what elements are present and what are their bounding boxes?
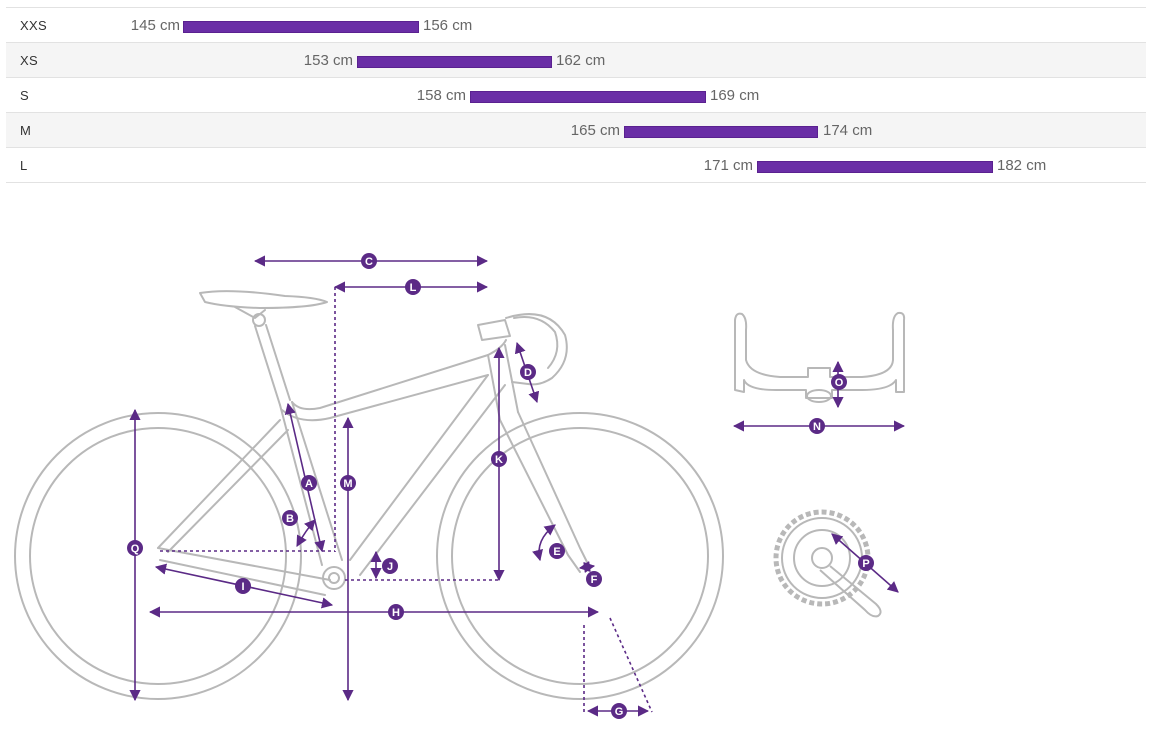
bike-frame-drawing — [14, 290, 724, 700]
range-bar — [470, 91, 706, 103]
dim-ext-g2 — [609, 617, 653, 713]
fork — [499, 411, 591, 573]
size-range-table: XXS 145 cm 156 cm XS 153 cm 162 cm S 158… — [6, 7, 1146, 183]
size-label: S — [20, 88, 29, 103]
rear-wheel-outer — [14, 412, 302, 700]
size-label: XS — [20, 53, 38, 68]
badge-l: L — [405, 279, 421, 295]
badge-a: A — [301, 475, 317, 491]
svg-text:O: O — [835, 377, 844, 389]
handlebar-front-view — [734, 311, 906, 403]
badge-i: I — [235, 578, 251, 594]
saddle-rails — [234, 306, 266, 319]
badge-o: O — [831, 374, 847, 390]
saddle — [199, 290, 328, 309]
svg-text:L: L — [410, 282, 417, 294]
range-min: 153 cm — [303, 52, 353, 69]
svg-text:I: I — [241, 581, 244, 593]
rear-wheel-inner — [29, 427, 287, 685]
range-min: 145 cm — [130, 17, 180, 34]
badge-m: M — [340, 475, 356, 491]
bike-geometry-diagram: A B C D E F G H I J K L M N O P Q — [14, 253, 906, 719]
size-row-m: M 165 cm 174 cm — [6, 113, 1146, 148]
svg-text:N: N — [813, 421, 821, 433]
stem — [477, 319, 511, 341]
range-bar — [624, 126, 818, 138]
size-row-xxs: XXS 145 cm 156 cm — [6, 8, 1146, 43]
seatpost-clamp — [252, 313, 266, 327]
badge-c: C — [361, 253, 377, 269]
badge-p: P — [858, 555, 874, 571]
svg-text:C: C — [365, 256, 373, 268]
badge-e: E — [549, 543, 565, 559]
badge-n: N — [809, 418, 825, 434]
range-min: 158 cm — [416, 87, 466, 104]
badge-q: Q — [127, 540, 143, 556]
dim-arc-b — [296, 519, 316, 547]
svg-text:J: J — [387, 561, 393, 573]
badge-d: D — [520, 364, 536, 380]
bottom-bracket-inner — [328, 572, 340, 584]
size-label: M — [20, 123, 32, 138]
bottom-bracket — [322, 566, 346, 590]
front-wheel-inner — [451, 427, 709, 685]
svg-text:Q: Q — [131, 543, 140, 555]
svg-text:G: G — [615, 706, 624, 718]
svg-text:H: H — [392, 607, 400, 619]
range-bar — [357, 56, 552, 68]
range-max: 156 cm — [423, 17, 473, 34]
svg-text:E: E — [553, 546, 560, 558]
badge-b: B — [282, 510, 298, 526]
dim-arc-e — [532, 524, 556, 562]
size-label: XXS — [20, 18, 47, 33]
size-label: L — [20, 158, 28, 173]
top-tube-lower — [281, 374, 489, 422]
badge-h: H — [388, 604, 404, 620]
seatstay — [157, 419, 289, 553]
seatpost — [254, 324, 291, 406]
svg-text:M: M — [343, 478, 352, 490]
svg-text:P: P — [862, 558, 869, 570]
size-row-l: L 171 cm 182 cm — [6, 148, 1146, 183]
handlebar-inner — [513, 316, 559, 369]
range-max: 169 cm — [710, 87, 760, 104]
svg-text:B: B — [286, 513, 294, 525]
badge-k: K — [491, 451, 507, 467]
front-wheel-outer — [436, 412, 724, 700]
size-row-s: S 158 cm 169 cm — [6, 78, 1146, 113]
down-tube — [349, 374, 506, 576]
svg-text:F: F — [591, 574, 598, 586]
range-max: 162 cm — [556, 52, 606, 69]
range-min: 171 cm — [703, 157, 753, 174]
badge-g: G — [611, 703, 627, 719]
range-min: 165 cm — [570, 122, 620, 139]
range-max: 182 cm — [997, 157, 1047, 174]
range-bar — [757, 161, 993, 173]
size-row-xs: XS 153 cm 162 cm — [6, 43, 1146, 78]
range-bar — [183, 21, 419, 33]
range-max: 174 cm — [823, 122, 873, 139]
badge-f: F — [586, 571, 602, 587]
dim-line-f — [578, 561, 596, 573]
svg-text:A: A — [305, 478, 313, 490]
svg-text:K: K — [495, 454, 503, 466]
svg-text:D: D — [524, 367, 532, 379]
badge-j: J — [382, 558, 398, 574]
